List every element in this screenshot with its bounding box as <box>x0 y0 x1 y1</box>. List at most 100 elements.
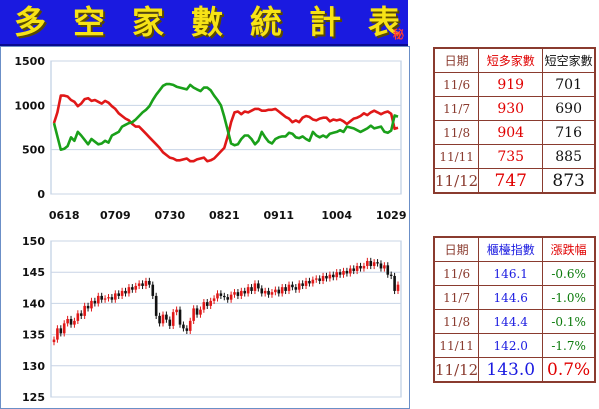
candle-body <box>318 278 321 281</box>
latest-date: 11/12 <box>433 168 480 194</box>
candle-body <box>369 260 373 266</box>
candle-body <box>263 290 267 294</box>
candle-body <box>209 300 212 306</box>
candle-body <box>154 295 158 316</box>
x-tick-label: 0709 <box>100 209 131 222</box>
candle-body <box>182 324 185 329</box>
row-date: 11/6 <box>433 261 480 286</box>
candle-body <box>396 284 400 291</box>
row-change: -0.1% <box>542 309 596 334</box>
candle-body <box>291 284 294 288</box>
candle-body <box>212 298 216 301</box>
candle-body <box>366 260 369 266</box>
candle-body <box>240 290 243 296</box>
candle-body <box>79 313 83 316</box>
y-tick-label: 130 <box>22 360 45 373</box>
row-index: 146.1 <box>478 261 544 286</box>
candle-body <box>117 293 121 296</box>
table-row: 11/6 146.1 -0.6% <box>433 261 596 286</box>
latest-change: 0.7% <box>542 357 596 383</box>
candle-body <box>294 287 298 290</box>
candle-body <box>335 272 338 278</box>
candle-body <box>127 287 131 294</box>
y-tick-label: 145 <box>22 266 45 279</box>
candle-body <box>171 312 175 326</box>
latest-row: 11/12 143.0 0.7% <box>433 357 596 383</box>
candle-body <box>205 302 209 306</box>
breadth-line-chart: 0 500 1000 1500 0618 0709 0730 0821 0911 1004 1029 <box>14 55 406 222</box>
row-change: -0.6% <box>542 261 596 286</box>
candle-body <box>73 320 76 325</box>
row-change: -1.7% <box>542 333 596 358</box>
candle-body <box>175 309 178 313</box>
row-bear: 885 <box>542 144 596 169</box>
y-tick-label: 135 <box>22 329 45 342</box>
candle-body <box>192 308 195 321</box>
candle-body <box>349 268 352 274</box>
candle-body <box>311 279 315 284</box>
header-date: 日期 <box>433 47 480 73</box>
table-row: 11/8 144.4 -0.1% <box>433 309 596 334</box>
candle-body <box>250 287 253 291</box>
candle-body <box>131 287 134 290</box>
candle-body <box>76 313 80 321</box>
candle-body <box>148 280 151 285</box>
candle-body <box>355 265 359 271</box>
candle-body <box>229 294 233 300</box>
row-bull: 735 <box>478 144 544 169</box>
candle-body <box>59 328 63 334</box>
candle-body <box>379 263 383 269</box>
row-bull: 904 <box>478 120 544 145</box>
candle-body <box>144 280 148 286</box>
candle-body <box>124 290 127 294</box>
row-bull: 930 <box>478 96 544 121</box>
candle-body <box>62 323 66 334</box>
row-date: 11/11 <box>433 144 480 169</box>
candle-body <box>304 280 308 286</box>
candle-body <box>342 270 345 275</box>
candle-body <box>325 275 328 279</box>
row-date: 11/6 <box>433 72 480 97</box>
breadth-header-row: 日期 短多家數 短空家數 <box>433 47 596 73</box>
candle-body <box>297 283 301 290</box>
table-row: 11/8 904 716 <box>433 120 596 145</box>
header-bull-count: 短多家數 <box>478 47 544 73</box>
candle-body <box>284 287 287 291</box>
latest-bear: 873 <box>542 168 596 194</box>
candle-body <box>372 262 376 266</box>
table-row: 11/6 919 701 <box>433 72 596 97</box>
candle-body <box>386 265 390 275</box>
candle-body <box>137 283 141 286</box>
candle-body <box>376 262 379 264</box>
row-change: -1.0% <box>542 285 596 310</box>
candle-body <box>362 265 366 269</box>
candle-body <box>267 290 270 295</box>
candle-body <box>257 283 260 289</box>
candle-body <box>274 289 277 293</box>
candle-body <box>168 319 172 326</box>
row-bull: 919 <box>478 72 544 97</box>
bull-count-line <box>52 94 399 163</box>
y-tick-label: 0 <box>37 188 45 201</box>
candle-body <box>110 297 114 300</box>
candle-body <box>120 290 124 296</box>
latest-date: 11/12 <box>433 357 480 383</box>
candle-body <box>270 292 274 295</box>
candle-body <box>331 274 335 278</box>
candle-body <box>352 268 356 271</box>
title-banner: 多空家數統計表 秘 <box>0 0 408 46</box>
table-row: 11/7 144.6 -1.0% <box>433 285 596 310</box>
candle-body <box>199 309 202 315</box>
candle-body <box>359 265 362 269</box>
candle-body <box>314 278 318 280</box>
candle-body <box>178 309 182 325</box>
candle-body <box>195 308 199 315</box>
candle-body <box>161 314 165 324</box>
table-row: 11/11 735 885 <box>433 144 596 169</box>
row-date: 11/8 <box>433 120 480 145</box>
candle-body <box>141 283 144 286</box>
candle-body <box>236 292 240 296</box>
index-table: 日期 櫃檯指數 漲跌幅 11/6 146.1 -0.6% 11/7 144.6 … <box>433 236 596 383</box>
latest-index: 143.0 <box>478 357 544 383</box>
header-change: 漲跌幅 <box>542 236 596 262</box>
